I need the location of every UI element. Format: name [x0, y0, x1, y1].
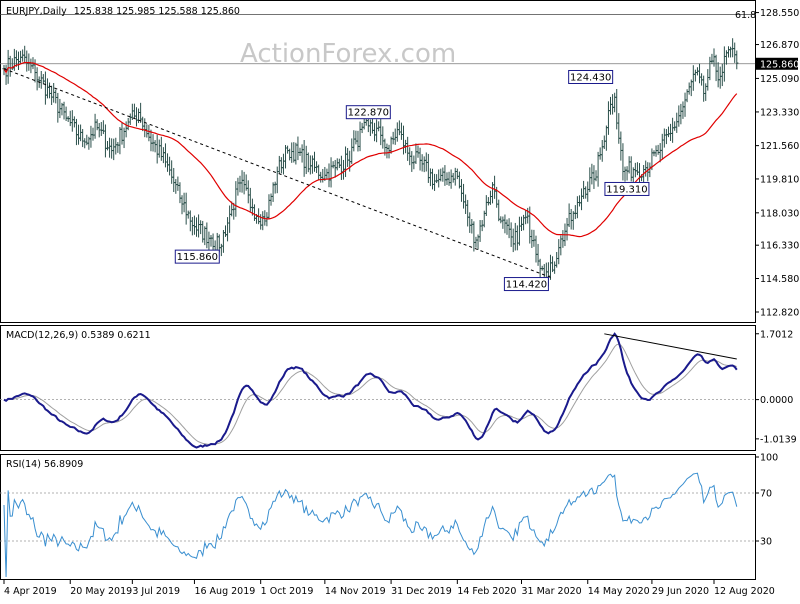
date-tick-label: 3 Jul 2019	[132, 586, 180, 597]
date-tick-label: 14 Feb 2020	[457, 586, 516, 597]
macd-panel-frame	[0, 325, 756, 451]
rsi-tick-label: 30	[760, 537, 772, 548]
rsi-tick-label: 100	[760, 453, 778, 464]
price-tick-label: 123.330	[760, 107, 799, 118]
macd-line	[3, 332, 738, 449]
macd-tick-label: -1.0139	[760, 434, 797, 445]
axis-layer: 128.550 126.870 125.860 125.090 123.330 121.5…	[3, 8, 799, 597]
price-annotation: 124.430	[568, 69, 614, 84]
price-tick-label: 118.030	[760, 208, 799, 219]
price-tick-label: 126.870	[760, 40, 799, 51]
annotation-text: 122.870	[348, 108, 389, 119]
price-tick-label: 116.330	[760, 241, 799, 252]
price-tick-label: 112.820	[760, 308, 799, 319]
macd-signal-line	[3, 343, 737, 445]
rsi-line	[3, 472, 738, 578]
ohlc-readout: 125.838 125.985 125.588 125.860	[74, 6, 240, 17]
date-tick-label: 4 Apr 2019	[4, 586, 57, 597]
moving-average-line	[3, 61, 738, 238]
price-tick-label: 121.560	[760, 141, 799, 152]
price-tick-label: 125.860	[760, 59, 799, 70]
price-tick-label: 114.580	[760, 274, 799, 285]
date-tick-label: 31 Dec 2019	[391, 586, 452, 597]
price-annotation: 122.870	[345, 105, 391, 120]
price-annotation: 119.310	[604, 181, 650, 196]
annotation-text: 115.860	[177, 252, 218, 263]
price-tick-label: 125.090	[760, 74, 799, 85]
date-tick-label: 14 May 2020	[588, 586, 650, 597]
macd-tick-label: 1.7012	[760, 329, 793, 340]
date-tick-label: 31 Mar 2020	[522, 586, 582, 597]
date-tick-label: 12 Aug 2020	[714, 586, 775, 597]
rsi-layer	[0, 472, 756, 578]
chart-title: EURJPY,Daily 125.838 125.985 125.588 125…	[6, 6, 240, 17]
macd-label: MACD(12,26,9) 0.5389 0.6211	[6, 330, 151, 341]
annotation-text: 114.420	[506, 280, 547, 291]
macd-tick-label: 0.0000	[760, 395, 793, 406]
annotation-text: 119.310	[606, 184, 647, 195]
rsi-panel-frame	[0, 454, 756, 580]
ohlc-bar	[735, 50, 739, 70]
symbol-label: EURJPY,Daily	[6, 6, 67, 17]
rsi-label: RSI(14) 56.8909	[6, 459, 83, 470]
date-tick-label: 1 Oct 2019	[261, 586, 314, 597]
down-trendline	[3, 68, 553, 279]
macd-trendline	[604, 333, 737, 360]
price-annotation: 115.860	[174, 249, 220, 264]
rsi-tick-label: 70	[760, 489, 772, 500]
date-tick-label: 29 Jun 2020	[652, 586, 709, 597]
price-tick-label: 119.810	[760, 174, 799, 185]
last-price-box	[756, 57, 798, 70]
price-layer: 115.860 122.870 114.420 124.430 119.310	[0, 14, 756, 292]
date-tick-label: 14 Nov 2019	[325, 586, 386, 597]
watermark: ActionForex.com	[240, 39, 456, 69]
date-tick-label: 20 May 2019	[70, 586, 132, 597]
date-tick-label: 16 Aug 2019	[194, 586, 255, 597]
macd-layer	[0, 332, 756, 449]
price-tick-label: 128.550	[760, 8, 799, 19]
annotation-text: 124.430	[570, 72, 611, 83]
price-annotation: 114.420	[503, 277, 549, 292]
fib-label: 61.8	[735, 10, 756, 21]
